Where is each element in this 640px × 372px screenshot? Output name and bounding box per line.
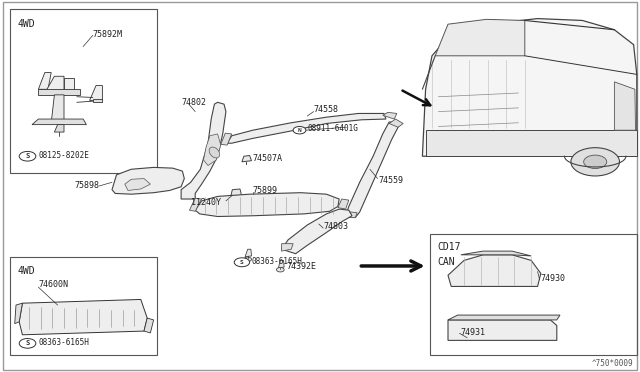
Ellipse shape [209,147,220,158]
Text: 75892M: 75892M [93,30,123,39]
Polygon shape [282,209,352,254]
Text: 74930: 74930 [541,274,566,283]
Polygon shape [125,179,150,190]
Circle shape [234,258,250,267]
Polygon shape [93,99,102,102]
Polygon shape [181,102,226,199]
Polygon shape [278,260,284,268]
Text: 08911-6401G: 08911-6401G [307,124,358,133]
Text: 75899: 75899 [253,186,278,195]
Text: 75898: 75898 [74,182,99,190]
Circle shape [276,267,284,272]
Polygon shape [461,251,531,256]
Circle shape [571,148,620,176]
Circle shape [293,126,306,134]
Text: N: N [298,128,301,133]
Polygon shape [338,199,349,209]
Bar [430,234,637,355]
Text: 4WD: 4WD [17,19,35,29]
Text: 11240Y: 11240Y [191,198,221,207]
Bar [10,257,157,355]
Polygon shape [448,255,541,286]
Text: CAN: CAN [438,257,456,267]
Text: CD17: CD17 [438,242,461,252]
Polygon shape [189,198,202,211]
Polygon shape [15,303,22,324]
Text: 74392E: 74392E [287,262,317,271]
Text: 74803: 74803 [323,222,348,231]
Polygon shape [90,86,102,100]
Polygon shape [19,299,147,335]
Text: 74931: 74931 [461,328,486,337]
Polygon shape [242,155,252,162]
Text: S: S [26,340,29,346]
Text: 74600N: 74600N [38,280,68,289]
Circle shape [244,257,252,262]
Polygon shape [344,211,357,218]
Polygon shape [204,134,221,166]
Circle shape [19,151,36,161]
Circle shape [19,339,36,348]
Polygon shape [448,320,557,340]
Polygon shape [32,119,86,125]
Text: 74559: 74559 [379,176,404,185]
Polygon shape [383,112,397,119]
Polygon shape [422,19,637,156]
Polygon shape [144,318,154,333]
Text: 08363-6165H: 08363-6165H [38,338,89,347]
Polygon shape [45,76,64,93]
Polygon shape [230,189,242,198]
Text: 74802: 74802 [182,98,207,107]
Polygon shape [389,119,403,127]
Polygon shape [346,122,398,218]
Polygon shape [221,133,232,145]
Text: 4WD: 4WD [17,266,35,276]
Polygon shape [426,130,637,156]
Text: S: S [240,260,244,265]
Text: ^750*0009: ^750*0009 [592,359,634,368]
Polygon shape [435,19,525,56]
Polygon shape [227,113,386,143]
Text: S: S [26,153,29,159]
Polygon shape [245,249,252,257]
Circle shape [584,155,607,169]
Text: 08363-6165H: 08363-6165H [252,257,302,266]
Polygon shape [38,73,51,89]
Text: 74558: 74558 [314,105,339,114]
Polygon shape [448,315,560,320]
Polygon shape [614,82,636,130]
Polygon shape [282,244,293,251]
Polygon shape [64,78,74,93]
Text: 08125-8202E: 08125-8202E [38,151,89,160]
Bar [10,9,157,173]
Polygon shape [54,125,64,132]
Text: 74507A: 74507A [253,154,283,163]
Polygon shape [112,167,184,194]
Polygon shape [38,89,80,95]
Polygon shape [51,95,64,123]
Polygon shape [195,193,339,217]
